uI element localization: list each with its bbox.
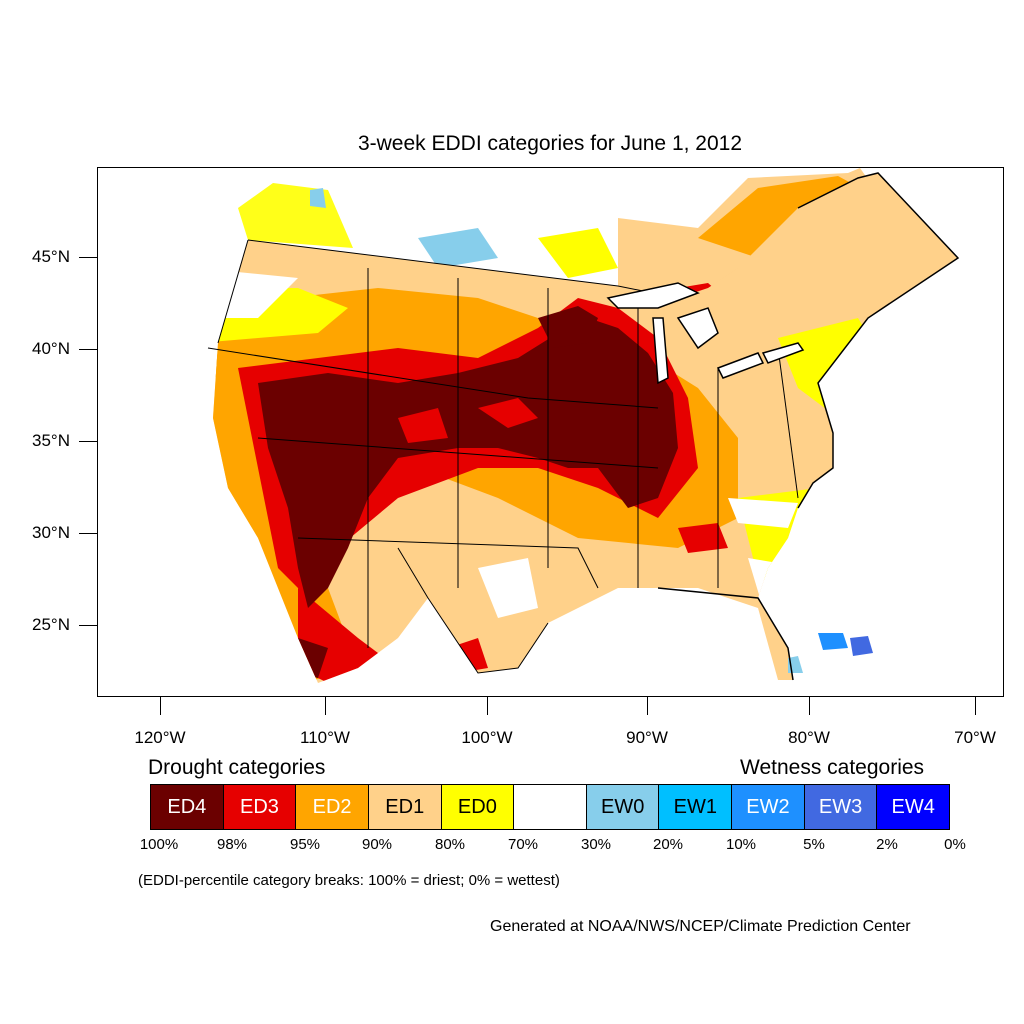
caribbean-wetness (788, 633, 873, 673)
pct-label-2: 2% (876, 836, 898, 853)
great-lakes (606, 282, 805, 385)
legend-box-ed1: ED1 (368, 785, 442, 829)
lon-tick-90w (647, 697, 648, 715)
legend-box-ed2: ED2 (296, 785, 369, 829)
eddi-map (207, 168, 960, 683)
lon-label-70w: 70°W (954, 728, 996, 747)
legend-wetness-title: Wetness categories (740, 756, 925, 779)
lat-label-25: 25°N (32, 615, 70, 634)
pct-label-80: 80% (434, 836, 466, 853)
legend-box-ew0: EW0 (586, 785, 660, 829)
lat-label-45: 45°N (32, 247, 70, 266)
pct-label-100: 100% (139, 836, 179, 853)
pct-label-98: 98% (216, 836, 248, 853)
lon-label-120w: 120°W (134, 728, 186, 747)
pct-label-5: 5% (803, 836, 825, 853)
lon-tick-70w (975, 697, 976, 715)
lat-tick-25 (79, 625, 97, 626)
legend-box-ew3: EW3 (804, 785, 878, 829)
lon-label-80w: 80°W (788, 728, 830, 747)
lon-tick-100w (487, 697, 488, 715)
lon-tick-110w (325, 697, 326, 715)
legend-colorbar: ED4 ED3 ED2 ED1 ED0 EW0 EW1 EW2 EW3 EW4 (150, 784, 950, 830)
legend-box-ew4: EW4 (877, 785, 950, 829)
pct-label-30: 30% (580, 836, 612, 853)
pct-label-0: 0% (944, 836, 966, 853)
lat-tick-30 (79, 533, 97, 534)
legend-box-ed4: ED4 (151, 785, 224, 829)
lat-label-30: 30°N (32, 523, 70, 542)
legend-drought-title: Drought categories (148, 756, 326, 779)
lon-tick-120w (160, 697, 161, 715)
map-title: 3-week EDDI categories for June 1, 2012 (357, 132, 743, 155)
lon-label-90w: 90°W (626, 728, 668, 747)
lon-label-110w: 110°W (300, 728, 350, 747)
legend-note: (EDDI-percentile category breaks: 100% =… (138, 872, 560, 889)
map-frame (97, 167, 1004, 697)
pct-label-10: 10% (725, 836, 757, 853)
legend-box-neutral (514, 785, 587, 829)
lat-tick-35 (79, 441, 97, 442)
boundaries (207, 172, 960, 681)
lat-tick-40 (79, 349, 97, 350)
legend-box-ed0: ED0 (441, 785, 515, 829)
pct-label-20: 20% (652, 836, 684, 853)
legend-box-ed3: ED3 (223, 785, 297, 829)
legend-box-ew1: EW1 (659, 785, 733, 829)
lat-label-35: 35°N (32, 431, 70, 450)
pct-label-90: 90% (361, 836, 393, 853)
credit-line: Generated at NOAA/NWS/NCEP/Climate Predi… (490, 918, 911, 935)
lon-tick-80w (809, 697, 810, 715)
pct-label-70: 70% (507, 836, 539, 853)
lon-label-100w: 100°W (461, 728, 513, 747)
lat-tick-45 (79, 257, 97, 258)
pct-label-95: 95% (289, 836, 321, 853)
legend-box-ew2: EW2 (732, 785, 805, 829)
lat-label-40: 40°N (32, 339, 70, 358)
